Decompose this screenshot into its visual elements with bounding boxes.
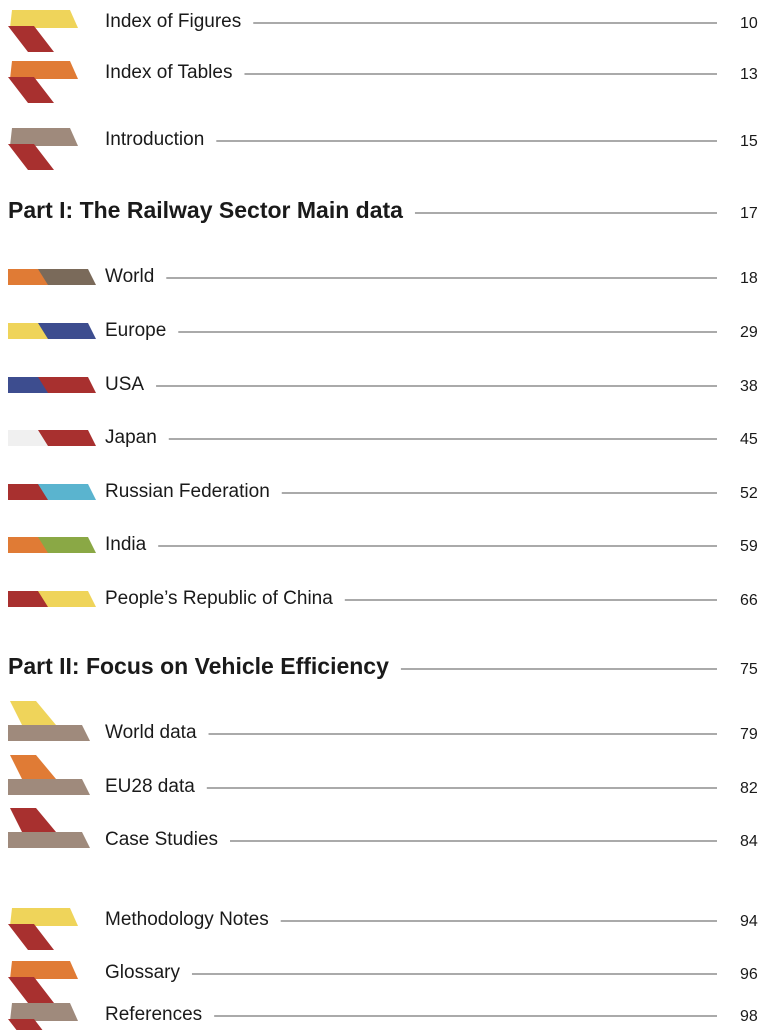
page-number: 84 xyxy=(740,833,758,850)
icon-shape xyxy=(30,323,96,339)
icon-shape xyxy=(30,430,96,446)
icon-shape xyxy=(30,484,96,500)
page-number: 10 xyxy=(740,15,758,32)
icon-shape xyxy=(8,484,48,500)
icon-shape xyxy=(8,144,54,170)
toc-entry: Glossary xyxy=(105,962,180,983)
icon-shape xyxy=(8,537,48,553)
page-number: 45 xyxy=(740,431,758,448)
page-number: 96 xyxy=(740,966,758,983)
toc-entry: EU28 data xyxy=(105,776,195,797)
toc-entry: Europe xyxy=(105,320,166,341)
page-number: 98 xyxy=(740,1008,758,1025)
icon-shape xyxy=(8,323,48,339)
icon-shape xyxy=(30,591,96,607)
toc-entry: Index of Figures xyxy=(105,11,241,32)
icon-shape xyxy=(30,537,96,553)
icon-shape xyxy=(8,832,90,848)
toc-entry: Russian Federation xyxy=(105,481,270,502)
icon-shape xyxy=(8,1019,43,1030)
toc-entry: Introduction xyxy=(105,129,204,150)
icon-shape xyxy=(10,961,78,979)
icon-shape xyxy=(10,701,56,725)
page-number: 75 xyxy=(740,661,758,678)
page-number: 66 xyxy=(740,592,758,609)
icon-shape xyxy=(10,908,78,926)
page-number: 18 xyxy=(740,270,758,287)
icon-shape xyxy=(10,1003,78,1021)
section-heading: Part I: The Railway Sector Main data xyxy=(8,197,403,223)
icon-shape xyxy=(10,61,78,79)
icon-shape xyxy=(10,10,78,28)
page-number: 59 xyxy=(740,538,758,555)
page-number: 82 xyxy=(740,780,758,797)
page-number: 17 xyxy=(740,205,758,222)
toc-entry: India xyxy=(105,534,147,555)
page-number: 79 xyxy=(740,726,758,743)
icon-shape xyxy=(8,77,54,103)
toc-entry: Japan xyxy=(105,427,157,448)
toc-entry: World data xyxy=(105,722,197,743)
icon-shape xyxy=(8,591,48,607)
icon-shape xyxy=(10,755,56,779)
icon-shape xyxy=(8,977,54,1003)
icon-shape xyxy=(8,377,48,393)
icon-shape xyxy=(8,779,90,795)
icon-shape xyxy=(30,377,96,393)
icon-shape xyxy=(8,430,48,446)
icon-shape xyxy=(30,269,96,285)
icon-shape xyxy=(8,26,54,52)
section-heading: Part II: Focus on Vehicle Efficiency xyxy=(8,653,389,679)
icon-shape xyxy=(8,924,54,950)
icon-shape xyxy=(10,808,56,832)
toc-entry: Methodology Notes xyxy=(105,909,269,930)
toc-entry: Case Studies xyxy=(105,829,218,850)
page-number: 29 xyxy=(740,324,758,341)
toc-entry: People’s Republic of China xyxy=(105,588,333,609)
icon-shape xyxy=(8,269,48,285)
page-number: 15 xyxy=(740,133,758,150)
icon-shape xyxy=(8,725,90,741)
toc-entry: World xyxy=(105,266,154,287)
icon-shape xyxy=(10,128,78,146)
toc-entry: USA xyxy=(105,374,144,395)
toc-entry: Index of Tables xyxy=(105,62,232,83)
page-number: 13 xyxy=(740,66,758,83)
toc-entry: References xyxy=(105,1004,202,1025)
page-number: 52 xyxy=(740,485,758,502)
page-number: 38 xyxy=(740,378,758,395)
page-number: 94 xyxy=(740,913,758,930)
